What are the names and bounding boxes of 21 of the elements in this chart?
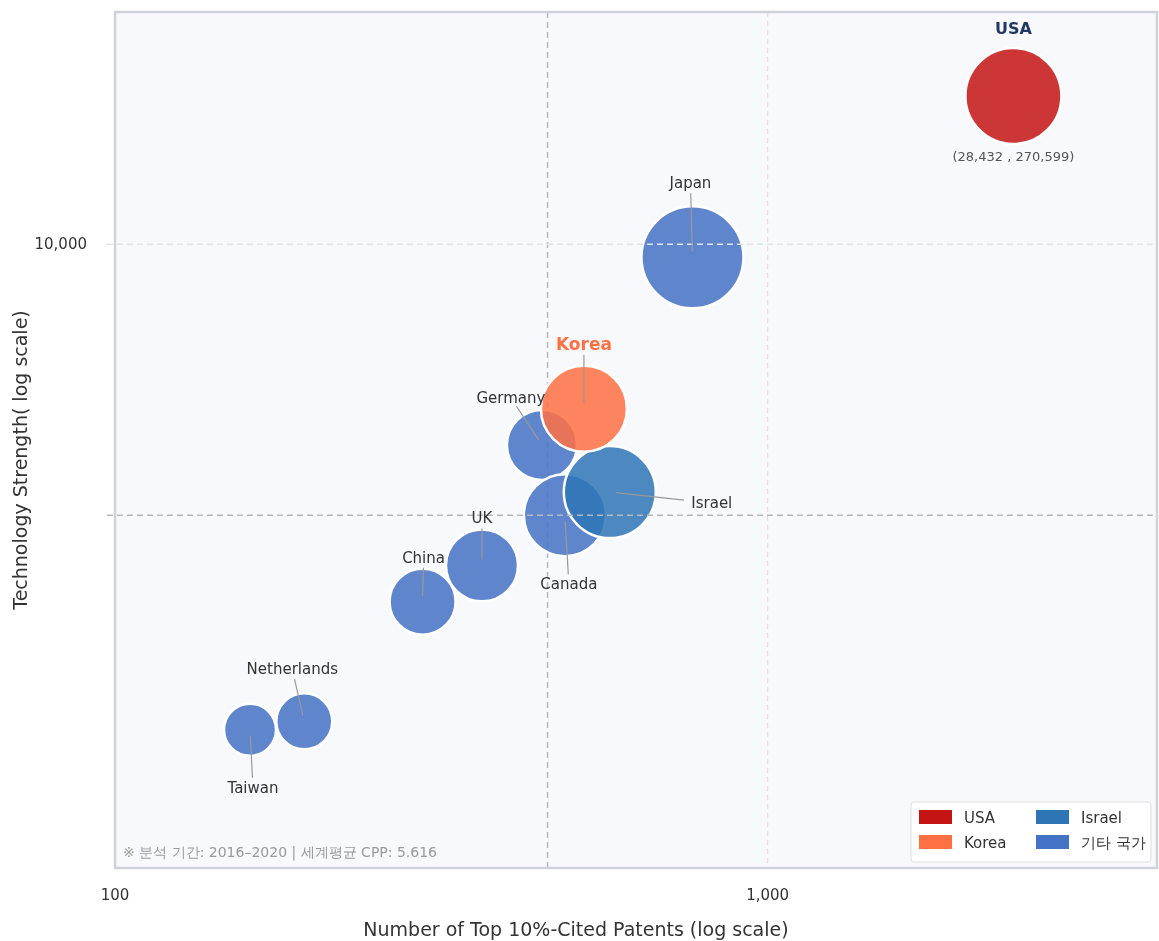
annotation: UK — [471, 509, 494, 528]
annotation: ※ 분석 기간: 2016–2020 | 세계평균 CPP: 5.616 — [123, 844, 438, 861]
x-tick-label: 100 — [100, 886, 130, 904]
annotation: Korea — [555, 333, 612, 354]
x-tick-label: 1,000 — [746, 886, 790, 904]
annotation: China — [402, 548, 446, 567]
legend-label: Israel — [1081, 809, 1122, 827]
y-axis-title: Technology Strength( log scale) — [9, 310, 31, 611]
annotation: Israel — [691, 494, 733, 513]
legend-label: Korea — [964, 834, 1007, 852]
annotation: Taiwan — [226, 778, 279, 797]
legend-label: 기타 국가 — [1081, 834, 1146, 852]
annotation: (28,432 , 270,599) — [952, 149, 1075, 164]
text: 10,000 — [34, 235, 87, 254]
text: USA — [994, 19, 1033, 38]
legend-label: USA — [964, 809, 996, 827]
annotation: Japan — [668, 174, 712, 193]
annotation: Canada — [540, 575, 598, 594]
x-axis-title: Number of Top 10%-Cited Patents (log scale) — [363, 918, 789, 940]
annotation: Netherlands — [246, 660, 339, 679]
annotation: Germany — [476, 388, 546, 407]
